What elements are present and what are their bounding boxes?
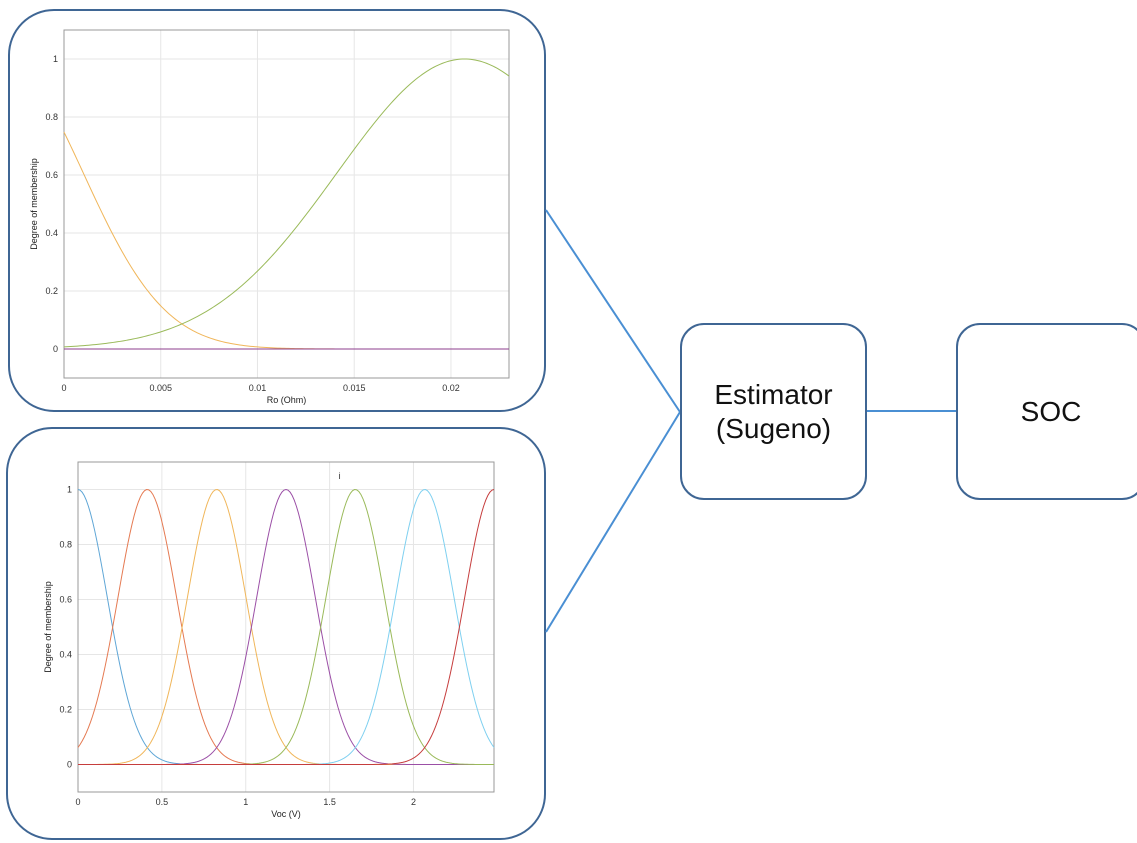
x-tick-label: 0.5 [156, 797, 169, 807]
x-tick-label: 0.015 [343, 383, 366, 393]
plot-frame [63, 29, 510, 379]
chart-annotation: i [339, 471, 341, 481]
soc-box: SOC [956, 323, 1137, 500]
y-tick-label: 0.2 [45, 286, 58, 296]
x-axis-label: Ro (Ohm) [267, 395, 307, 405]
x-tick-label: 2 [411, 797, 416, 807]
plot-area [63, 29, 510, 379]
x-tick-label: 0.02 [442, 383, 460, 393]
y-tick-label: 0.4 [59, 650, 72, 660]
estimator-box: Estimator (Sugeno) [680, 323, 867, 500]
y-tick-label: 0.2 [59, 705, 72, 715]
x-tick-label: 0.005 [149, 383, 172, 393]
y-tick-label: 1 [67, 485, 72, 495]
plot-area [77, 461, 495, 793]
x-tick-label: 0 [61, 383, 66, 393]
soc-label: SOC [1020, 395, 1082, 427]
connector-voc-to-estimator [545, 411, 681, 633]
y-tick-label: 0 [67, 760, 72, 770]
y-axis-label: Degree of membership [29, 158, 39, 250]
connector-ro-to-estimator [545, 209, 681, 413]
estimator-type-label: (Sugeno) [715, 412, 832, 444]
estimator-label: Estimator [714, 378, 833, 410]
membership-curve-7 [78, 489, 495, 765]
x-axis-label: Voc (V) [271, 809, 301, 819]
x-tick-label: 0 [75, 797, 80, 807]
y-tick-label: 1 [53, 54, 58, 64]
x-tick-label: 1.5 [323, 797, 336, 807]
x-tick-label: 1 [243, 797, 248, 807]
y-tick-label: 0 [53, 344, 58, 354]
y-tick-label: 0.8 [59, 540, 72, 550]
y-tick-label: 0.8 [45, 112, 58, 122]
y-tick-label: 0.6 [45, 170, 58, 180]
x-tick-label: 0.01 [249, 383, 267, 393]
membership-curve-2 [63, 58, 510, 348]
plot-frame [77, 461, 495, 793]
y-axis-label: Degree of membership [43, 581, 53, 673]
y-tick-label: 0.6 [59, 595, 72, 605]
y-tick-label: 0.4 [45, 228, 58, 238]
